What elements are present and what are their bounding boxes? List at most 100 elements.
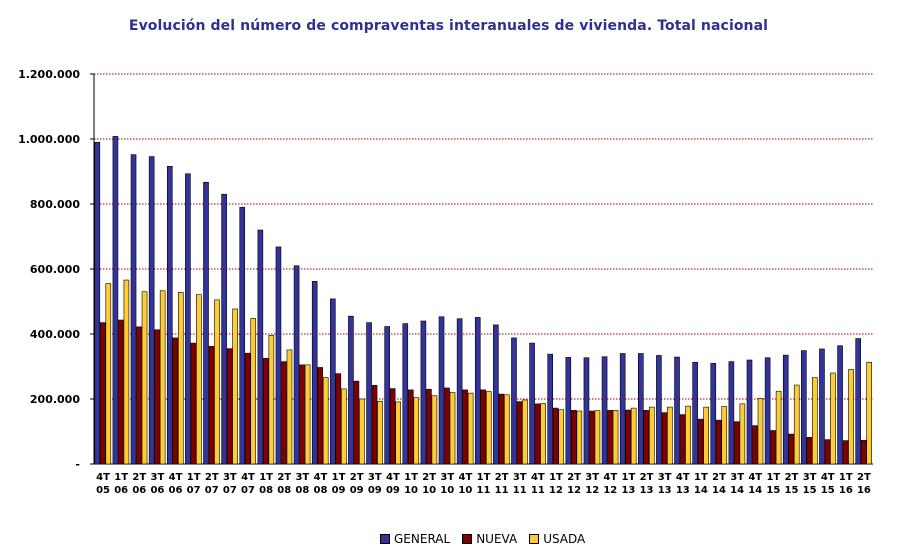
- x-tick-label-year: 15: [785, 485, 799, 496]
- bar-usada: [739, 403, 746, 465]
- x-tick-label-quarter: 4T: [603, 472, 617, 483]
- x-tick-label-quarter: 3T: [803, 472, 817, 483]
- bar-usada: [848, 369, 854, 465]
- x-tick-label-year: 12: [549, 485, 563, 496]
- bar-nueva: [100, 322, 106, 465]
- x-tick-label-year: 12: [567, 485, 581, 496]
- x-tick-label-year: 06: [169, 485, 183, 496]
- bar-usada: [630, 407, 637, 465]
- bar-general: [94, 141, 101, 465]
- bar-nueva: [444, 387, 450, 465]
- bar-nueva: [589, 410, 595, 465]
- bar-usada: [757, 398, 764, 465]
- x-tick-label-quarter: 3T: [440, 472, 454, 483]
- bar-usada: [431, 395, 438, 465]
- bar-general: [366, 322, 372, 465]
- bar-nueva: [244, 352, 251, 465]
- chart-title: Evolución del número de compraventas int…: [128, 18, 769, 34]
- bar-general: [384, 326, 390, 465]
- x-tick-label-quarter: 3T: [295, 472, 309, 483]
- bar-general: [637, 353, 644, 465]
- bar-general: [764, 357, 771, 465]
- bar-nueva: [806, 437, 813, 465]
- bar-usada: [504, 394, 510, 465]
- x-tick-label-year: 08: [313, 485, 327, 496]
- legend-label: GENERAL: [394, 532, 451, 546]
- x-tick-label-year: 11: [477, 485, 491, 496]
- legend-swatch: [380, 534, 390, 544]
- bar-nueva: [697, 418, 704, 465]
- x-tick-label-year: 09: [386, 485, 400, 496]
- bar-general: [221, 193, 227, 465]
- bar-general: [583, 357, 590, 465]
- bar-usada: [377, 400, 383, 465]
- x-tick-label-year: 05: [96, 485, 110, 496]
- bar-general: [601, 356, 608, 465]
- x-tick-label-quarter: 2T: [350, 472, 364, 483]
- bar-general: [148, 156, 155, 465]
- x-tick-label-quarter: 4T: [821, 472, 835, 483]
- bar-nueva: [389, 388, 396, 465]
- bar-general: [728, 361, 735, 465]
- legend-swatch: [462, 534, 473, 544]
- bar-usada: [721, 406, 728, 465]
- x-tick-label-quarter: 1T: [622, 472, 636, 483]
- x-tick-label-quarter: 1T: [549, 472, 563, 483]
- legend-item-nueva: NUEVA: [462, 532, 517, 546]
- bar-general: [185, 173, 191, 465]
- x-tick-label-quarter: 2T: [712, 472, 726, 483]
- x-tick-label-quarter: 1T: [404, 472, 418, 483]
- bar-usada: [830, 372, 836, 465]
- bar-nueva: [154, 329, 160, 465]
- bar-usada: [359, 398, 365, 465]
- x-tick-label-year: 13: [621, 485, 635, 496]
- bar-usada: [268, 334, 275, 465]
- x-tick-label-quarter: 4T: [169, 472, 183, 483]
- x-tick-label-quarter: 4T: [314, 472, 328, 483]
- bar-nueva: [371, 385, 378, 465]
- y-tick-label: 1.000.000: [18, 133, 80, 146]
- bar-usada: [322, 377, 329, 465]
- bar-usada: [522, 399, 528, 465]
- x-tick-label-quarter: 4T: [96, 472, 110, 483]
- x-tick-label-year: 14: [730, 485, 744, 496]
- x-tick-label-quarter: 3T: [513, 472, 527, 483]
- x-tick-label-quarter: 2T: [567, 472, 581, 483]
- bar-nueva: [607, 410, 613, 465]
- bar-nueva: [172, 337, 179, 465]
- x-tick-label-year: 10: [458, 485, 472, 496]
- bar-general: [257, 229, 264, 465]
- bar-general: [656, 355, 662, 465]
- bar-general: [837, 345, 843, 465]
- bar-general: [801, 350, 807, 465]
- bar-general: [529, 342, 535, 465]
- x-tick-label-year: 07: [223, 485, 237, 496]
- y-tick-label: 400.000: [30, 328, 80, 341]
- bar-nueva: [190, 342, 197, 465]
- y-tick-label: 800.000: [30, 198, 80, 211]
- bar-nueva: [571, 410, 577, 465]
- x-tick-label-year: 10: [440, 485, 454, 496]
- bar-usada: [793, 384, 800, 465]
- x-tick-label-quarter: 3T: [368, 472, 382, 483]
- x-tick-label-year: 07: [187, 485, 201, 496]
- bar-usada: [648, 406, 655, 465]
- x-tick-label-year: 11: [495, 485, 509, 496]
- x-tick-label-year: 06: [132, 485, 146, 496]
- bar-nueva: [136, 326, 142, 465]
- bar-nueva: [498, 393, 505, 465]
- bar-usada: [449, 392, 456, 465]
- bar-general: [511, 337, 517, 465]
- bar-general: [456, 318, 463, 465]
- x-tick-label-year: 10: [422, 485, 436, 496]
- legend-item-usada: USADA: [529, 532, 585, 546]
- bar-usada: [413, 397, 420, 465]
- bar-general: [112, 136, 119, 465]
- x-tick-label-year: 14: [712, 485, 726, 496]
- bar-usada: [703, 406, 709, 465]
- x-tick-label-year: 06: [150, 485, 164, 496]
- bar-nueva: [625, 409, 631, 465]
- x-tick-label-quarter: 2T: [205, 472, 219, 483]
- x-tick-label-year: 11: [531, 485, 545, 496]
- bar-nueva: [661, 412, 668, 465]
